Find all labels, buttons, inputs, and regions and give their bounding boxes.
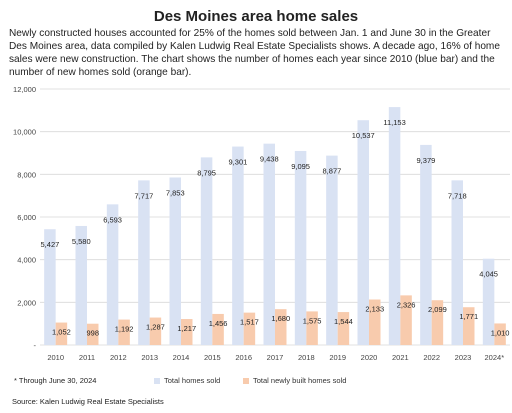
y-tick-label: 6,000 — [17, 213, 36, 222]
bar-new — [212, 313, 224, 345]
footnote: * Through June 30, 2024 — [14, 376, 97, 385]
data-label-total: 7,718 — [448, 191, 467, 200]
bar-total — [44, 229, 56, 345]
legend-swatch-new — [243, 377, 249, 384]
data-label-new: 2,099 — [428, 305, 447, 314]
bar-total — [482, 258, 495, 345]
data-label-new: 1,575 — [303, 316, 322, 325]
x-tick-label: 2021 — [392, 353, 409, 362]
legend-swatch-total — [154, 377, 160, 384]
x-tick-label: 2012 — [110, 353, 127, 362]
x-tick-label: 2019 — [329, 353, 346, 362]
data-label-new: 1,217 — [177, 324, 196, 333]
bar-total — [169, 177, 181, 345]
x-tick-label: 2024* — [485, 353, 505, 362]
bar-total — [138, 180, 150, 345]
x-tick-label: 2017 — [267, 353, 284, 362]
x-tick-label: 2022 — [423, 353, 440, 362]
x-axis: 2010 2011 2012 2013 2014 2015 2016 2017 2018 2019… — [47, 353, 504, 362]
data-label-total: 11,153 — [383, 118, 405, 127]
data-label-total: 8,877 — [323, 167, 342, 176]
data-label-total: 4,045 — [479, 270, 498, 279]
legend-item-total: Total homes sold — [154, 376, 220, 385]
y-tick-label: 12,000 — [13, 85, 36, 94]
data-label-total: 7,853 — [166, 188, 185, 197]
x-tick-label: 2020 — [361, 353, 378, 362]
data-label-total: 7,717 — [135, 191, 154, 200]
bar-new — [181, 319, 193, 345]
chart-title: Des Moines area home sales — [153, 8, 359, 25]
x-tick-label: 2011 — [79, 353, 95, 362]
x-tick-label: 2023 — [455, 353, 472, 362]
bar-new — [431, 300, 444, 345]
data-label-new: 1,517 — [240, 318, 259, 327]
x-tick-label: 2014 — [173, 353, 190, 362]
bar-total — [451, 180, 463, 345]
bar-total — [388, 107, 401, 345]
data-label-new: 1,544 — [334, 317, 353, 326]
bar-total — [232, 146, 244, 345]
y-tick-label: 8,000 — [17, 170, 36, 179]
y-tick-label: 10,000 — [13, 128, 36, 137]
bar-total — [294, 150, 307, 345]
data-label-new: 1,192 — [115, 325, 134, 334]
x-tick-label: 2016 — [235, 353, 252, 362]
bar-total — [357, 120, 369, 345]
bar-total — [263, 143, 275, 345]
data-label-total: 9,438 — [260, 155, 279, 164]
x-tick-label: 2013 — [141, 353, 158, 362]
data-label-new: 1,771 — [459, 312, 478, 321]
data-label-new: 998 — [86, 329, 99, 338]
x-tick-label: 2015 — [204, 353, 221, 362]
y-axis: - 2,000 4,000 6,000 8,000 10,000 12,000 — [13, 85, 36, 350]
x-tick-label: 2010 — [47, 353, 64, 362]
data-label-new: 1,010 — [491, 328, 510, 337]
bar-new — [243, 312, 256, 345]
bar-new — [400, 295, 412, 345]
data-label-new: 1,052 — [52, 328, 71, 337]
data-label-new: 2,326 — [397, 300, 416, 309]
bar-new — [55, 322, 68, 345]
data-label-total: 10,537 — [352, 131, 375, 140]
bar-new — [149, 317, 162, 345]
chart-subtitle: Newly constructed houses accounted for 2… — [9, 28, 500, 78]
bar-new — [118, 319, 130, 345]
bar-new — [463, 307, 475, 345]
bar-new — [306, 311, 318, 345]
legend-item-new: Total newly built homes sold — [243, 376, 346, 385]
bar-total — [326, 155, 338, 345]
bar-new — [369, 299, 381, 345]
data-label-total: 5,427 — [41, 240, 60, 249]
x-tick-label: 2018 — [298, 353, 315, 362]
bar-new — [275, 309, 287, 345]
bars — [44, 107, 506, 345]
bar-new — [337, 312, 350, 345]
y-tick-label: - — [34, 341, 37, 350]
bar-total — [106, 204, 119, 345]
bar-new — [87, 323, 99, 345]
bar-new — [494, 323, 506, 345]
bar-total — [200, 157, 213, 345]
data-label-new: 1,456 — [209, 319, 228, 328]
y-tick-label: 4,000 — [17, 256, 36, 265]
data-label-new: 2,133 — [365, 304, 384, 313]
data-label-total: 6,593 — [103, 215, 122, 224]
data-label-total: 9,095 — [291, 162, 310, 171]
bar-total — [75, 225, 87, 345]
legend-label-new: Total newly built homes sold — [253, 376, 347, 385]
data-label-total: 9,379 — [417, 156, 436, 165]
data-label-new: 1,287 — [146, 323, 165, 332]
data-label-new: 1,680 — [271, 314, 290, 323]
bar-total — [420, 144, 432, 345]
y-tick-label: 2,000 — [17, 298, 36, 307]
data-label-total: 8,795 — [197, 168, 216, 177]
source-note: Source: Kalen Ludwig Real Estate Special… — [12, 397, 164, 406]
data-label-total: 5,580 — [72, 237, 91, 246]
legend-label-total: Total homes sold — [164, 376, 221, 385]
data-labels: 5,427 1,052 5,580 998 6,593 1,192 7,717 1,287 7,… — [41, 118, 510, 338]
data-label-total: 9,301 — [229, 158, 248, 167]
